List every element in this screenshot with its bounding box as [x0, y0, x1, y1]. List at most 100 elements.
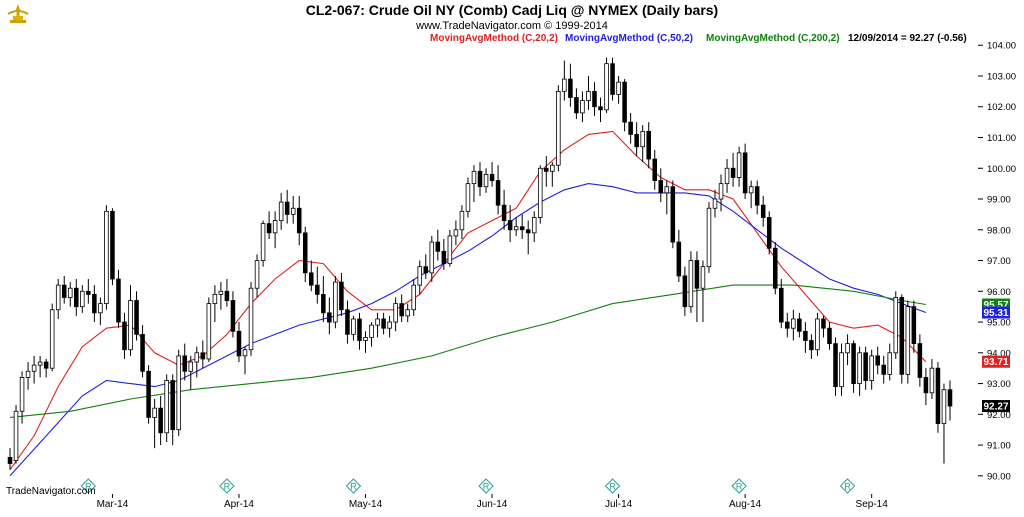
candle: [827, 322, 832, 350]
candle: [887, 343, 893, 381]
roll-marker-letter: R: [609, 482, 616, 492]
candle-body: [592, 90, 597, 108]
candle-body: [712, 198, 718, 209]
candle: [357, 312, 362, 350]
legend-last-price: 12/09/2014 = 92.27 (-0.56): [848, 33, 967, 44]
roll-marker-icon: R: [80, 478, 97, 494]
candle: [652, 149, 658, 190]
candle: [905, 300, 911, 384]
candle-body: [309, 272, 314, 286]
candle: [158, 395, 163, 446]
candle: [604, 57, 609, 113]
candle-body: [863, 352, 868, 381]
candle-body: [116, 278, 121, 323]
candle-body: [423, 266, 429, 274]
roll-marker-diamond: [839, 478, 856, 494]
candle: [821, 315, 826, 338]
candle-body: [821, 318, 826, 329]
candle: [423, 254, 429, 279]
price-tag-label: 93.71: [983, 357, 1008, 368]
candle-body: [839, 352, 844, 388]
y-tick-label: 104.00: [987, 41, 1016, 52]
candle-body: [260, 223, 266, 261]
candle-body: [152, 407, 157, 418]
candle-body: [74, 287, 79, 308]
candle: [688, 251, 694, 313]
candle-body: [568, 78, 573, 98]
candle: [296, 195, 302, 246]
x-tick-label: Apr-14: [224, 499, 254, 510]
candle-body: [321, 293, 326, 314]
candle-body: [815, 318, 820, 351]
candle: [405, 303, 410, 323]
candle-body: [381, 318, 386, 329]
candle-body: [676, 241, 682, 277]
y-tick-label: 102.00: [987, 102, 1016, 113]
candle: [754, 180, 760, 215]
candle: [929, 358, 935, 399]
candle: [664, 180, 670, 215]
candle-body: [441, 250, 447, 265]
candle-body: [598, 106, 603, 111]
candle: [345, 300, 350, 344]
candle: [152, 398, 157, 449]
candle-body: [766, 217, 772, 249]
roll-marker-letter: R: [85, 482, 92, 492]
candle: [134, 291, 139, 341]
candle-body: [182, 355, 188, 372]
roll-marker-letter: R: [483, 482, 490, 492]
candle-body: [405, 309, 410, 317]
candle-body: [333, 281, 338, 323]
candle-body: [622, 81, 627, 123]
candle: [248, 282, 254, 356]
candle: [212, 285, 218, 323]
candle-body: [501, 204, 507, 221]
y-tick-label: 103.00: [987, 71, 1016, 82]
candle: [254, 254, 260, 298]
candle-body: [664, 186, 670, 194]
candle-body: [803, 330, 808, 341]
candle: [881, 355, 886, 384]
candle: [393, 297, 398, 332]
footer-brand: TradeNavigator.com: [6, 486, 96, 497]
candle: [525, 220, 531, 255]
copyright-text: www.TradeNavigator.com © 1999-2014: [415, 20, 608, 32]
candle-body: [809, 340, 814, 351]
candle: [531, 211, 537, 243]
candle-body: [791, 318, 796, 329]
candle: [339, 272, 344, 316]
candle: [809, 334, 814, 359]
candle: [381, 312, 386, 335]
candle-body: [345, 309, 350, 335]
candle: [302, 226, 308, 283]
y-axis: 90.00 91.00 92.00 93.00 94.00 95.00 96.00 97.00…: [978, 41, 1016, 482]
roll-marker-letter: R: [844, 482, 851, 492]
candle: [429, 235, 435, 283]
candle: [766, 211, 772, 255]
candle-body: [646, 130, 651, 160]
candle-body: [176, 355, 181, 431]
candle: [634, 122, 639, 156]
candle: [724, 159, 730, 193]
candle: [640, 125, 645, 163]
candle: [586, 75, 591, 110]
candle-body: [851, 343, 856, 384]
candle-body: [525, 229, 531, 234]
candle-body: [158, 407, 163, 434]
candle: [266, 211, 272, 240]
candle-body: [760, 204, 766, 218]
candle: [748, 180, 754, 209]
candle-body: [67, 287, 73, 298]
candle-body: [544, 167, 549, 172]
candle-body: [284, 201, 290, 215]
legend-ma50: MovingAvgMethod (C,50,2): [565, 33, 693, 44]
candle-body: [236, 330, 242, 357]
candle-body: [779, 287, 784, 323]
candle-body: [248, 287, 254, 351]
x-tick-label: Sep-14: [856, 499, 889, 510]
candle: [37, 355, 43, 378]
candle: [513, 217, 519, 236]
candle-body: [911, 306, 917, 344]
candle: [80, 285, 85, 313]
